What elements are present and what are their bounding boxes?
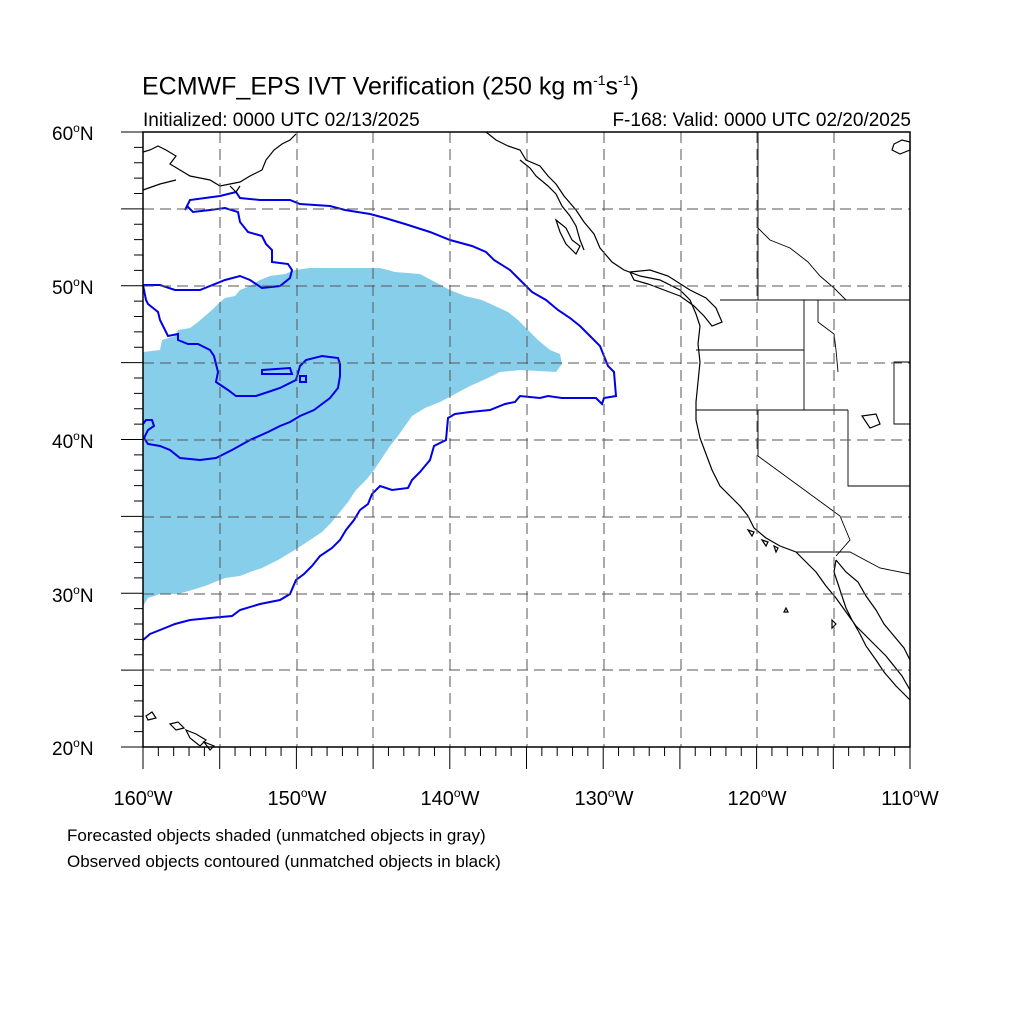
coastline-hawaii (145, 711, 216, 751)
lat-label-30n: 30oN (52, 583, 94, 607)
lon-label-130w: 130oW (574, 786, 634, 810)
lat-label-40n: 40oN (52, 429, 94, 453)
lon-label-160w: 160oW (113, 786, 173, 810)
axis-ticks (121, 131, 911, 769)
observed-ivt-contour-island (261, 366, 307, 383)
political-boundaries (696, 132, 911, 575)
valid-time: F-168: Valid: 0000 UTC 02/20/2025 (612, 110, 911, 131)
map-grid (143, 132, 910, 747)
legend-note-forecast: Forecasted objects shaded (unmatched obj… (67, 826, 486, 845)
chart-title: ECMWF_EPS IVT Verification (250 kg m-1s-… (142, 72, 639, 101)
lat-label-20n: 20oN (52, 736, 94, 760)
forecast-ivt-object (143, 268, 562, 606)
lon-label-120w: 120oW (727, 786, 787, 810)
coastline-alaska-bc-islands (142, 133, 723, 327)
legend-note-observed: Observed objects contoured (unmatched ob… (67, 852, 501, 871)
observed-ivt-contour-inner (142, 205, 341, 462)
observed-ivt-contour (142, 190, 618, 641)
lat-label-60n: 60oN (52, 121, 94, 145)
lat-label-50n: 50oN (52, 275, 94, 299)
coastline-misc-islands (746, 139, 911, 630)
initialized-time: Initialized: 0000 UTC 02/13/2025 (143, 110, 420, 131)
lon-label-110w: 110oW (881, 786, 939, 810)
lon-label-150w: 150oW (267, 786, 327, 810)
lon-label-140w: 140oW (420, 786, 480, 810)
coastline-north-america (485, 131, 911, 701)
